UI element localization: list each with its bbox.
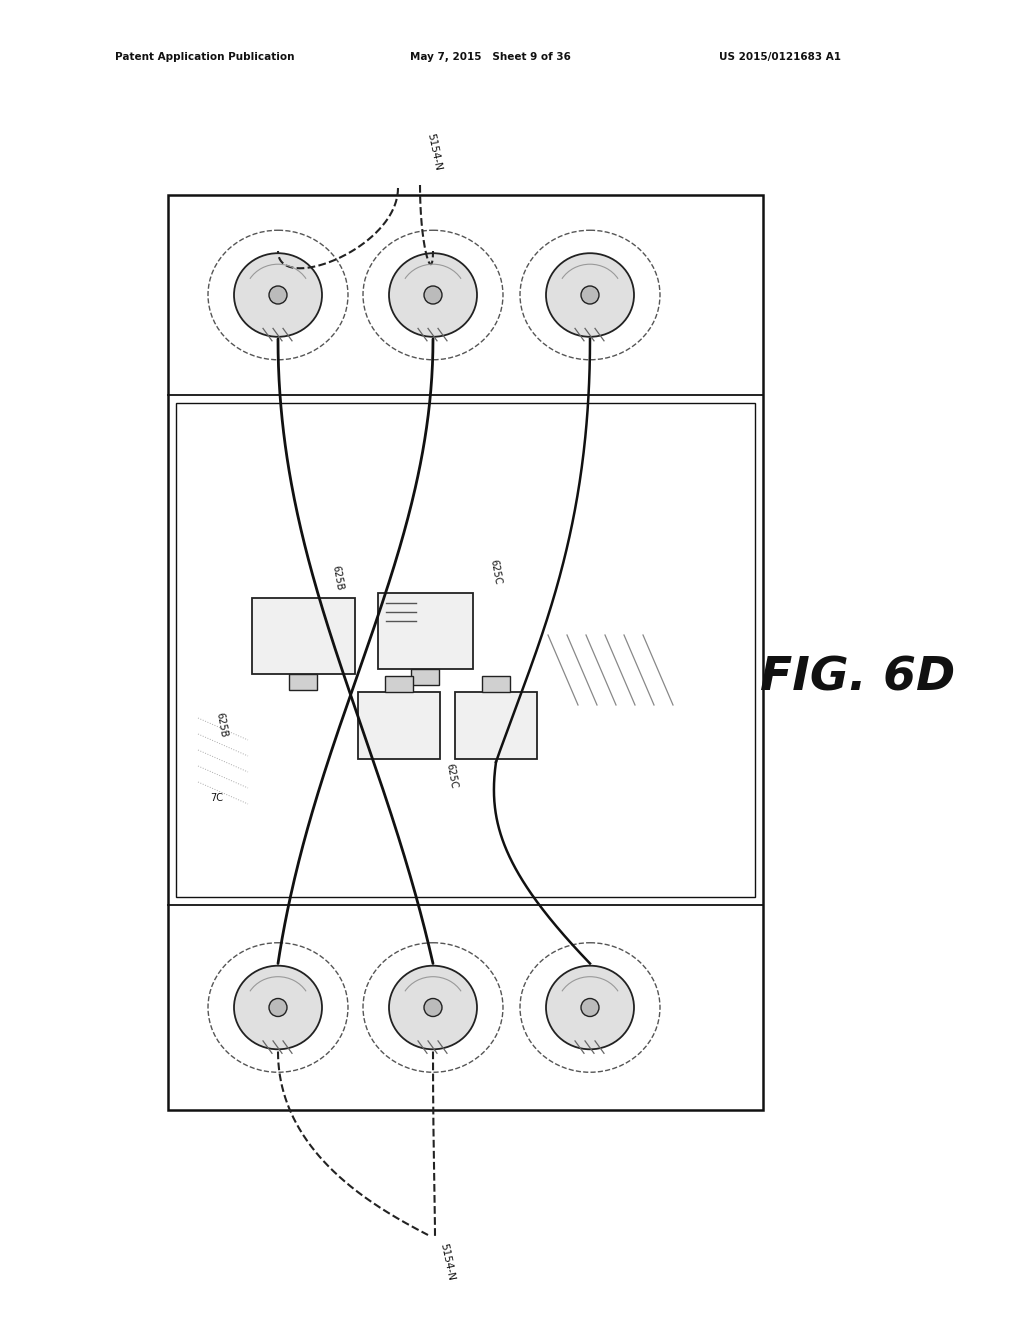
Circle shape (581, 286, 598, 304)
Bar (378, 593, 473, 669)
Text: 7C: 7C (210, 793, 223, 803)
Ellipse shape (233, 253, 322, 337)
Ellipse shape (545, 253, 634, 337)
Bar (384, 676, 413, 692)
Circle shape (581, 998, 598, 1016)
Bar (454, 692, 536, 759)
Text: FIG. 6D: FIG. 6D (759, 656, 955, 701)
Bar (176, 403, 754, 898)
Text: 525A: 525A (290, 644, 316, 655)
Text: 625C: 625C (488, 558, 502, 585)
Text: 506C: 506C (483, 729, 508, 739)
Text: 625C: 625C (444, 763, 459, 789)
Ellipse shape (545, 966, 634, 1049)
Circle shape (269, 286, 286, 304)
Text: 5154-N: 5154-N (437, 1242, 455, 1282)
Text: 625B: 625B (330, 565, 344, 591)
Text: May 7, 2015   Sheet 9 of 36: May 7, 2015 Sheet 9 of 36 (410, 51, 570, 62)
Text: US 2015/0121683 A1: US 2015/0121683 A1 (718, 51, 841, 62)
Text: 505C: 505C (413, 643, 438, 652)
Ellipse shape (388, 253, 477, 337)
Text: 625B: 625B (215, 711, 229, 738)
Ellipse shape (233, 966, 322, 1049)
Text: 506B: 506B (386, 729, 412, 739)
Ellipse shape (388, 966, 477, 1049)
Circle shape (424, 286, 441, 304)
Bar (168, 195, 762, 1110)
Text: Patent Application Publication: Patent Application Publication (115, 51, 294, 62)
Text: 5154-N: 5154-N (425, 133, 442, 172)
Bar (252, 598, 355, 675)
Bar (411, 669, 438, 685)
Bar (288, 675, 317, 690)
Bar (482, 676, 510, 692)
Circle shape (269, 998, 286, 1016)
Bar (358, 692, 439, 759)
Circle shape (424, 998, 441, 1016)
